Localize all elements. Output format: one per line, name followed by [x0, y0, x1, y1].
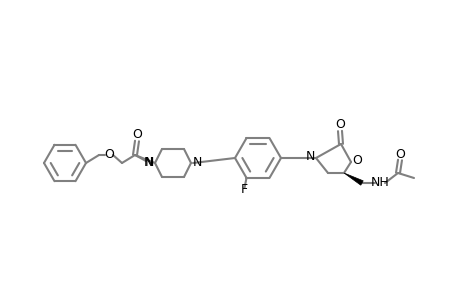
Text: O: O	[334, 118, 344, 131]
Text: N: N	[143, 157, 152, 169]
Text: N: N	[192, 157, 201, 169]
Text: O: O	[104, 148, 114, 161]
Text: O: O	[394, 148, 404, 160]
Text: O: O	[132, 128, 142, 142]
Text: NH: NH	[370, 176, 388, 190]
Text: N: N	[305, 151, 314, 164]
Text: N: N	[144, 157, 153, 169]
Text: F: F	[241, 183, 247, 196]
Text: O: O	[351, 154, 361, 166]
Polygon shape	[343, 173, 363, 185]
